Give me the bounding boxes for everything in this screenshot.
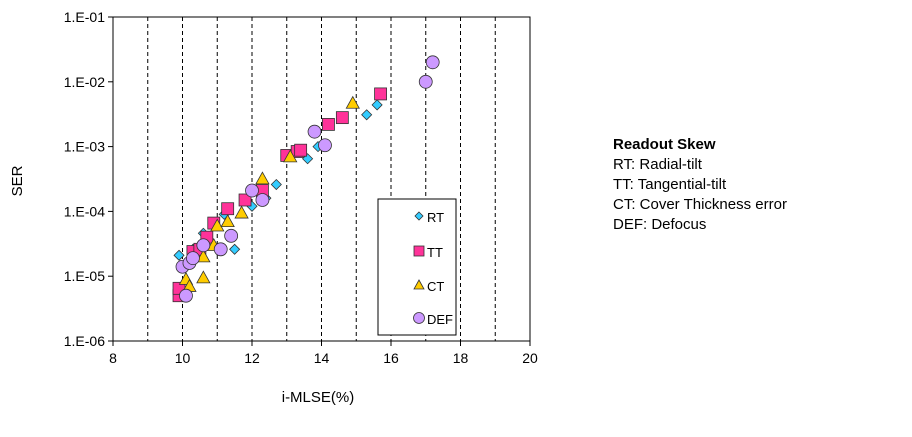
x-tick-label: 20 <box>522 350 538 366</box>
data-point-ct <box>220 214 235 228</box>
data-point-def <box>245 183 259 198</box>
note-line-rt: RT: Radial-tilt <box>613 156 702 173</box>
note-title: Readout Skew <box>613 136 716 153</box>
y-tick-label: 1.E-05 <box>64 268 105 284</box>
x-tick-label: 18 <box>453 350 469 366</box>
x-tick-label: 12 <box>244 350 260 366</box>
data-point-tt <box>238 193 252 207</box>
x-axis-title: i-MLSE(%) <box>282 389 355 406</box>
data-point-tt <box>335 111 349 125</box>
data-point-def <box>186 251 200 266</box>
note-line-def: DEF: Defocus <box>613 216 707 233</box>
y-tick-label: 1.E-06 <box>64 333 105 349</box>
data-point-rt <box>270 178 282 191</box>
data-point-rt <box>173 249 185 261</box>
data-point-def <box>425 55 440 70</box>
x-tick-label: 16 <box>383 350 399 366</box>
data-point-ct <box>196 249 211 263</box>
data-points <box>172 55 440 303</box>
y-tick-label: 1.E-02 <box>64 74 105 90</box>
y-axis-title: SER <box>9 165 26 196</box>
data-point-def <box>213 242 228 257</box>
legend-marker-rt <box>414 211 424 221</box>
y-tick-label: 1.E-01 <box>64 9 105 25</box>
data-point-def <box>255 193 270 207</box>
x-axis-ticks: 8 10 12 14 16 18 20 <box>109 341 538 366</box>
note-line-ct: CT: Cover Thickness error <box>613 196 787 213</box>
data-point-def <box>196 238 211 253</box>
data-point-def <box>224 228 239 243</box>
legend-label-def: DEF <box>427 312 453 327</box>
data-point-ct <box>196 270 211 284</box>
data-point-tt <box>374 87 387 101</box>
data-point-tt <box>221 202 235 216</box>
x-tick-label: 10 <box>175 350 191 366</box>
data-point-def <box>418 74 433 89</box>
legend-label-tt: TT <box>427 245 443 260</box>
y-tick-label: 1.E-04 <box>64 203 105 219</box>
data-point-ct <box>283 149 298 163</box>
data-point-def <box>179 288 193 303</box>
data-point-def <box>307 124 322 139</box>
legend: RT TT CT DEF <box>377 198 457 336</box>
data-point-rt <box>371 99 383 111</box>
data-point-ct <box>210 218 225 232</box>
y-axis-ticks: 1.E-06 1.E-05 1.E-04 1.E-03 1.E-02 1.E-01 <box>64 9 113 349</box>
data-point-rt <box>361 109 373 121</box>
data-point-ct <box>234 205 249 219</box>
note-line-tt: TT: Tangential-tilt <box>613 176 727 193</box>
legend-label-rt: RT <box>427 210 444 225</box>
data-point-tt <box>322 118 335 131</box>
data-point-ct <box>345 95 360 109</box>
y-tick-label: 1.E-03 <box>64 139 105 155</box>
x-tick-label: 8 <box>109 350 117 366</box>
data-point-def <box>318 138 332 153</box>
x-tick-label: 14 <box>314 350 330 366</box>
legend-marker-tt <box>413 245 425 257</box>
legend-marker-def <box>413 312 425 324</box>
legend-label-ct: CT <box>427 279 444 294</box>
data-point-ct <box>255 171 270 185</box>
readout-skew-note: Readout Skew RT: Radial-tilt TT: Tangent… <box>613 135 787 235</box>
legend-marker-ct <box>413 279 425 290</box>
data-point-tt <box>294 143 308 157</box>
data-point-rt <box>229 243 241 255</box>
